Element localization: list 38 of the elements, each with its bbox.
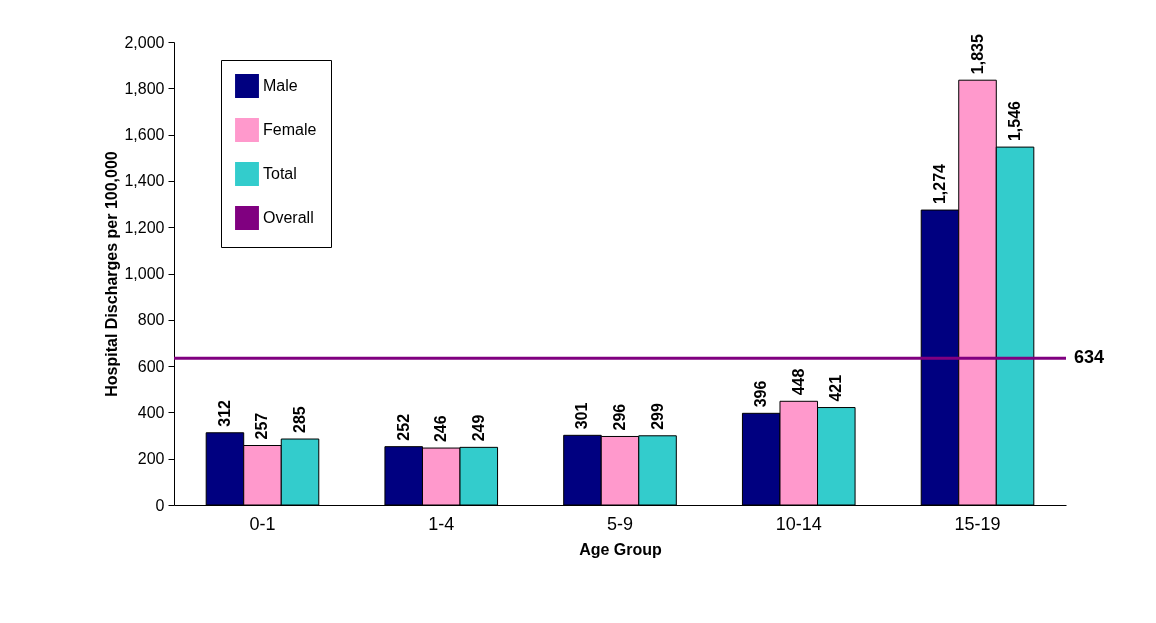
- data-label: 312: [215, 399, 233, 427]
- legend-label: Female: [263, 121, 317, 138]
- data-label: 296: [611, 403, 628, 431]
- y-tick-label: 1,600: [124, 126, 165, 144]
- data-label: 301: [573, 402, 591, 430]
- legend-label: Total: [263, 165, 297, 182]
- legend-label: Overall: [263, 209, 314, 226]
- y-tick-label: 0: [155, 496, 165, 514]
- x-tick-label: 5-9: [606, 513, 634, 534]
- data-label: 1,546: [1006, 100, 1024, 142]
- x-tick-label: 0-1: [249, 513, 276, 534]
- x-tick-label: 1-4: [428, 513, 455, 534]
- x-tick-label: 15-19: [954, 513, 1001, 534]
- y-tick-label: 400: [137, 403, 165, 421]
- data-label: 257: [253, 412, 271, 440]
- data-label: 1,274: [930, 163, 948, 205]
- y-tick-label: 1,000: [124, 265, 165, 282]
- data-label: 396: [752, 380, 770, 408]
- y-axis-title: Hospital Discharges per 100,000: [103, 151, 121, 397]
- x-axis-title: Age Group: [579, 540, 663, 558]
- data-label: 249: [469, 414, 487, 442]
- y-tick-label: 1,800: [124, 79, 165, 97]
- y-tick-label: 600: [137, 357, 165, 375]
- data-label: 448: [789, 368, 807, 396]
- y-tick-label: 1,400: [124, 172, 165, 190]
- y-tick-label: 800: [137, 311, 165, 329]
- legend-label: Male: [263, 77, 298, 94]
- data-label: 421: [827, 374, 845, 402]
- data-label: 299: [648, 402, 666, 430]
- y-tick-label: 200: [137, 450, 165, 468]
- text: 634: [1074, 347, 1105, 368]
- data-label: 246: [432, 415, 450, 443]
- data-label: 1,835: [968, 34, 986, 75]
- y-tick-label: 2,000: [124, 33, 165, 51]
- data-label: 285: [291, 406, 309, 434]
- x-tick-label: 10-14: [775, 513, 822, 534]
- data-label: 252: [394, 413, 412, 441]
- y-tick-label: 1,200: [124, 218, 165, 236]
